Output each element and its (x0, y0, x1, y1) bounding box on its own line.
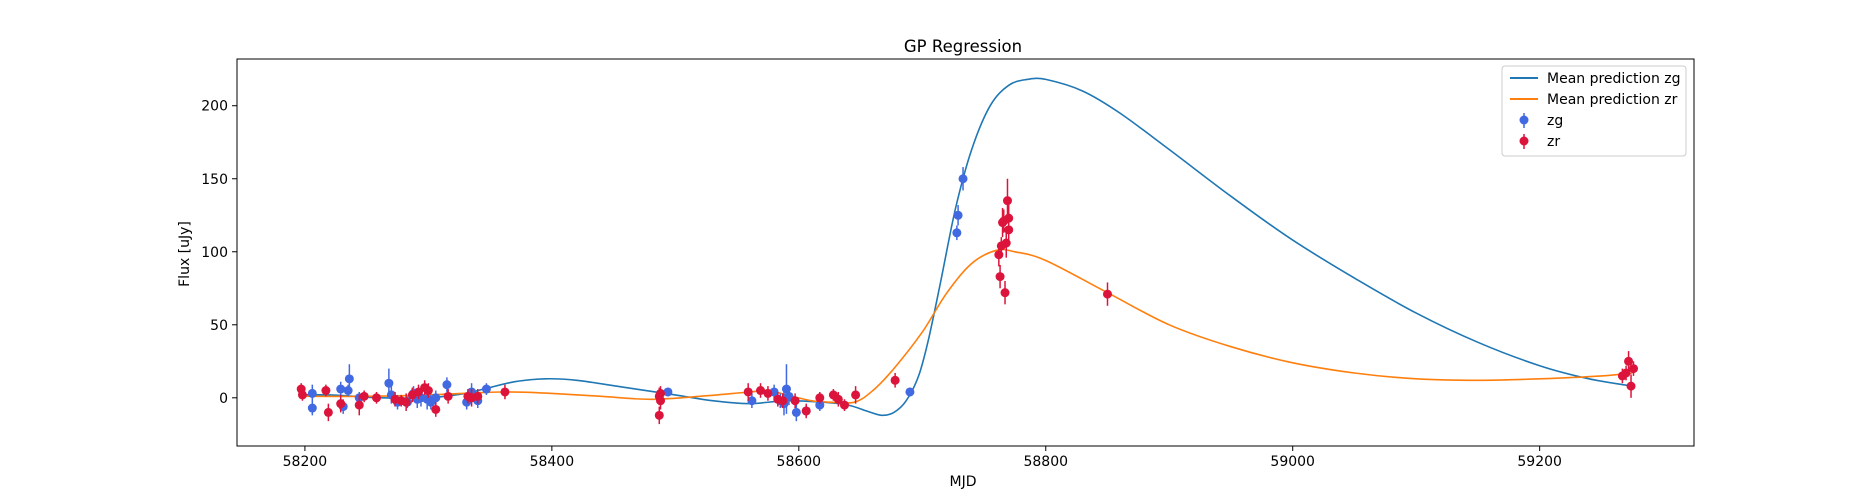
zr-data-point (833, 394, 843, 404)
chart-title: GP Regression (904, 37, 1022, 56)
zr-data-point (354, 400, 364, 410)
zg-data-point (747, 396, 757, 406)
zr-data-point (851, 390, 861, 400)
x-tick-label: 58200 (283, 454, 328, 470)
zg-data-point (344, 374, 354, 384)
zr-data-point (443, 391, 453, 401)
y-tick-label: 150 (201, 172, 228, 188)
zr-data-point (1004, 213, 1014, 223)
zr-data-point (763, 388, 773, 398)
zg-data-point (307, 388, 317, 398)
legend-label-zr: zr (1547, 134, 1560, 150)
legend-label-zr-mean: Mean prediction zr (1547, 92, 1678, 108)
zr-data-point (756, 386, 766, 396)
zg-data-point (815, 400, 825, 410)
zg-data-point (481, 384, 491, 394)
zg-data-point (431, 393, 441, 403)
zr-data-point (1628, 364, 1638, 374)
zg-data-point (953, 210, 963, 220)
y-axis-ticks: 0 50 100 150 200 (201, 99, 237, 407)
plot-content (296, 77, 1638, 425)
zr-data-point (654, 410, 664, 420)
y-axis-label: Flux [uJy] (177, 221, 193, 287)
zr-data-point (656, 388, 666, 398)
x-axis-label: MJD (950, 474, 977, 490)
zr-data-point (473, 391, 483, 401)
x-tick-label: 58400 (530, 454, 575, 470)
zr-data-point (1102, 289, 1112, 299)
plot-area (296, 77, 1638, 425)
zr-data-point (1000, 288, 1010, 298)
zg-data-point (384, 378, 394, 388)
zr-data-point (790, 396, 800, 406)
zr-data-point (321, 386, 331, 396)
x-tick-label: 59200 (1517, 454, 1562, 470)
zg-data-point (343, 386, 353, 396)
zr-data-point (890, 375, 900, 385)
x-tick-label: 58600 (777, 454, 822, 470)
zg-data-point (307, 403, 317, 413)
zg-data-point (442, 380, 452, 390)
zg-mean-prediction-line (299, 77, 1633, 417)
zr-data-point (323, 407, 333, 417)
zr-mean-prediction-line (299, 248, 1633, 404)
y-tick-label: 200 (201, 99, 228, 115)
zr-data-point (297, 390, 307, 400)
zr-data-point (500, 387, 510, 397)
zg-data-point (663, 387, 673, 397)
legend-box (1501, 65, 1687, 157)
legend-marker-zr (1519, 136, 1529, 146)
zr-data-point (1624, 356, 1634, 366)
x-axis-ticks: 58200 58400 58600 58800 59000 59200 (283, 446, 1562, 470)
legend: Mean prediction zg Mean prediction zr zg… (1501, 65, 1687, 157)
zr-data-point (995, 272, 1005, 282)
zg-data-point (791, 407, 801, 417)
zr-series (296, 178, 1638, 425)
legend-marker-zg (1519, 115, 1529, 125)
zg-series (307, 167, 968, 422)
zr-data-point (801, 406, 811, 416)
zr-data-point (778, 396, 788, 406)
zr-data-point (359, 391, 369, 401)
y-tick-label: 100 (201, 245, 228, 261)
zg-data-point (336, 384, 346, 394)
plot-frame (236, 58, 1695, 447)
zr-data-point (815, 393, 825, 403)
zr-data-point (1002, 196, 1012, 206)
zg-data-point (952, 228, 962, 238)
legend-label-zg: zg (1547, 113, 1563, 129)
y-tick-label: 0 (219, 391, 228, 407)
zg-data-point (905, 387, 915, 397)
y-tick-label: 50 (210, 318, 228, 334)
zr-data-point (431, 404, 441, 414)
zr-data-point (372, 393, 382, 403)
zr-data-point (743, 387, 753, 397)
x-tick-label: 58800 (1023, 454, 1068, 470)
zr-data-point (336, 399, 346, 409)
zr-data-point (1626, 381, 1636, 391)
zg-data-point (958, 174, 968, 184)
legend-label-zg-mean: Mean prediction zg (1547, 71, 1681, 87)
zr-data-point (401, 397, 411, 407)
zr-data-point (839, 400, 849, 410)
x-tick-label: 59000 (1270, 454, 1315, 470)
zr-data-point (423, 386, 433, 396)
